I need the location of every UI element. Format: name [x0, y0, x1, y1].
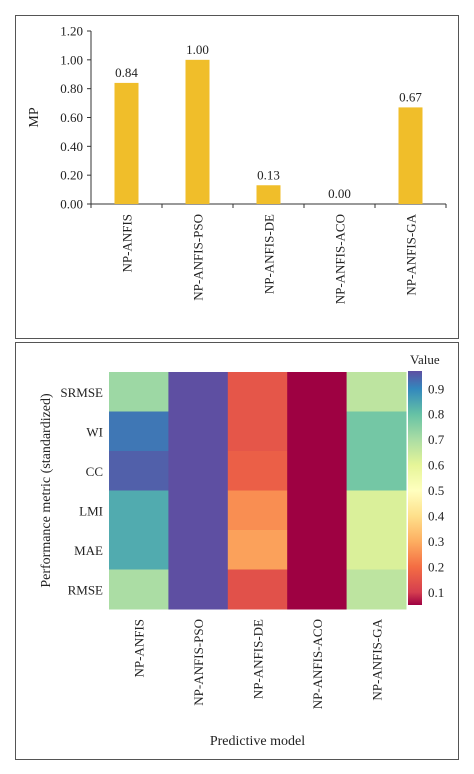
- heatmap-cell: [109, 569, 169, 610]
- row-label: MAE: [74, 543, 103, 558]
- legend-title: Value: [410, 352, 440, 367]
- heatmap-cell: [287, 490, 348, 531]
- heatmap-cell: [346, 451, 407, 491]
- heatmap-cell: [346, 569, 407, 610]
- heatmap-cell: [109, 372, 169, 412]
- heatmap-cell: [168, 490, 229, 531]
- legend-tick-label: 0.5: [428, 483, 444, 498]
- bar-chart: 0.00 0.20 0.40 0.60 0.80 1.00 1.20 MP 0.84 NP-ANF…: [27, 24, 447, 304]
- bar-chart-panel: 0.00 0.20 0.40 0.60 0.80 1.00 1.20 MP 0.84 NP-ANF…: [15, 15, 459, 339]
- heatmap-cell: [168, 569, 229, 610]
- heatmap-cell: [227, 372, 288, 412]
- heatmap-cell: [109, 411, 169, 452]
- bar: [256, 185, 281, 204]
- y-tick-label: 1.00: [60, 52, 83, 67]
- heatmap-cell: [168, 372, 229, 412]
- y-tick-label: 0.00: [60, 197, 83, 212]
- legend-tick-label: 0.1: [428, 585, 444, 600]
- y-tick-label: 1.20: [60, 24, 83, 39]
- heatmap-cell: [287, 451, 348, 491]
- heatmap-cell: [109, 451, 169, 491]
- bar-value-label: 0.84: [115, 65, 138, 80]
- bar-value-label: 1.00: [186, 42, 209, 57]
- heatmap-cell: [168, 451, 229, 491]
- row-label: WI: [86, 424, 103, 439]
- heatmap-cell: [227, 451, 288, 491]
- heatmap-cell: [227, 569, 288, 610]
- legend-tick-label: 0.8: [428, 407, 444, 422]
- bar-value-label: 0.00: [328, 186, 351, 201]
- y-axis-title: Performance metric (standardized): [39, 393, 54, 588]
- colorbar: [408, 371, 422, 605]
- x-axis-title: Predictive model: [210, 734, 305, 749]
- column-label: NP-ANFIS-GA: [369, 618, 384, 700]
- heatmap-cell: [346, 372, 407, 412]
- heatmap-cell: [346, 411, 407, 452]
- x-tick-label: NP-ANFIS-DE: [262, 214, 277, 294]
- heatmap-cell: [346, 490, 407, 531]
- legend-tick-label: 0.6: [428, 458, 445, 473]
- row-label: LMI: [79, 503, 103, 518]
- heatmap-cell: [227, 411, 288, 452]
- row-label: RMSE: [68, 582, 103, 597]
- heatmap-cell: [227, 530, 288, 570]
- heatmap-cell: [109, 530, 169, 570]
- y-tick-label: 0.20: [60, 168, 83, 183]
- bar: [114, 82, 139, 204]
- legend-tick-label: 0.4: [428, 508, 445, 523]
- heatmap-cell: [287, 411, 348, 452]
- heatmap-cell: [227, 490, 288, 531]
- bar-value-label: 0.67: [399, 89, 422, 104]
- x-tick-label: NP-ANFIS: [120, 214, 135, 273]
- legend-tick-label: 0.2: [428, 559, 444, 574]
- x-tick-label: NP-ANFIS-PSO: [191, 214, 206, 301]
- column-label: NP-ANFIS-PSO: [191, 619, 206, 706]
- heatmap-cell: [168, 530, 229, 570]
- heatmap-cell: [287, 530, 348, 570]
- bar: [398, 107, 423, 204]
- heatmap-cell: [287, 372, 348, 412]
- heatmap-cell: [287, 569, 348, 610]
- column-label: NP-ANFIS-ACO: [310, 619, 325, 709]
- heatmap-panel: SRMSE WI CC LMI MAE RMSE NP-ANFIS NP-ANFIS-PSO N…: [15, 342, 459, 760]
- legend-tick-label: 0.9: [428, 381, 444, 396]
- bar-value-label: 0.13: [257, 167, 280, 182]
- y-axis-title: MP: [27, 107, 42, 127]
- y-tick-label: 0.40: [60, 139, 83, 154]
- x-tick-label: NP-ANFIS-GA: [404, 213, 419, 295]
- y-tick-label: 0.60: [60, 110, 83, 125]
- legend-tick-label: 0.3: [428, 534, 444, 549]
- column-label: NP-ANFIS-DE: [251, 619, 266, 699]
- heatmap-cell: [109, 490, 169, 531]
- heatmap-cell: [168, 411, 229, 452]
- row-label: SRMSE: [60, 385, 103, 400]
- legend-tick-label: 0.7: [428, 432, 445, 447]
- row-label: CC: [86, 464, 103, 479]
- bar: [185, 59, 210, 205]
- heatmap-cell: [346, 530, 407, 570]
- heatmap-chart: SRMSE WI CC LMI MAE RMSE NP-ANFIS NP-ANFIS-PSO N…: [39, 352, 445, 749]
- x-tick-label: NP-ANFIS-ACO: [333, 214, 348, 304]
- column-label: NP-ANFIS: [132, 619, 147, 678]
- y-tick-label: 0.80: [60, 81, 83, 96]
